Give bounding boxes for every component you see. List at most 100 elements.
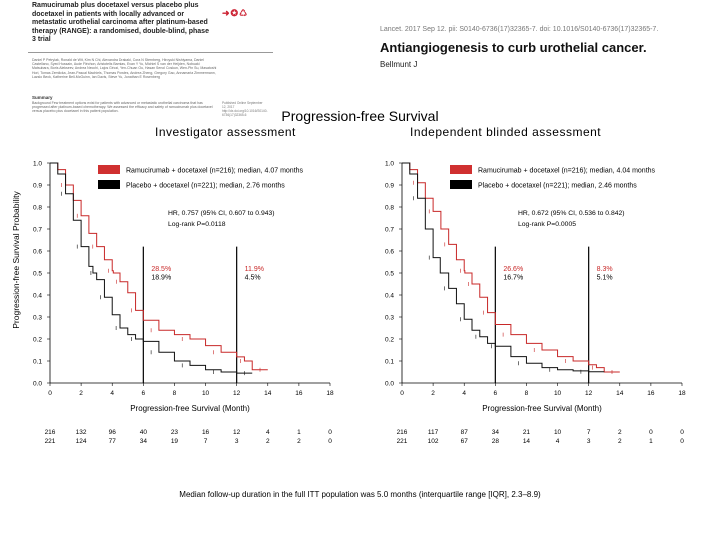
x-tick-label: 4 — [462, 390, 466, 397]
landmark-ramucirumab-pct: 28.5% — [151, 266, 171, 273]
at-risk-placebo: 4 — [556, 438, 560, 445]
at-risk-placebo: 67 — [461, 438, 469, 445]
at-risk-placebo: 221 — [397, 438, 408, 445]
at-risk-placebo: 1 — [649, 438, 653, 445]
at-risk-ramucirumab: 7 — [587, 429, 591, 436]
landmark-ramucirumab-pct: 26.6% — [503, 266, 523, 273]
x-tick-label: 18 — [678, 390, 686, 397]
log-rank-p: Log-rank P=0.0005 — [518, 221, 576, 228]
at-risk-ramucirumab: 132 — [76, 429, 87, 436]
x-tick-label: 2 — [79, 390, 83, 397]
at-risk-ramucirumab: 0 — [649, 429, 653, 436]
y-tick-label: 0.0 — [33, 381, 42, 388]
km-curve-ramucirumab — [50, 162, 268, 371]
x-tick-label: 18 — [326, 390, 334, 397]
x-tick-label: 14 — [264, 390, 272, 397]
at-risk-ramucirumab: 10 — [554, 429, 562, 436]
x-axis-label: Progression-free Survival (Month) — [482, 404, 602, 413]
article-divider — [28, 52, 273, 53]
x-tick-label: 12 — [585, 390, 593, 397]
legend-label-placebo: Placebo + docetaxel (n=221); median, 2.4… — [478, 183, 637, 190]
at-risk-placebo: 77 — [109, 438, 117, 445]
log-rank-p: Log-rank P=0.0118 — [168, 221, 226, 228]
landmark-ramucirumab-pct: 11.9% — [245, 266, 264, 273]
x-tick-label: 8 — [525, 390, 529, 397]
article-title: Ramucirumab plus docetaxel versus placeb… — [32, 2, 209, 43]
km-chart-independent: 0.00.10.20.30.40.50.60.70.80.91.00 2 4 6 8 10… — [385, 161, 686, 446]
y-tick-label: 0.6 — [385, 249, 394, 256]
x-tick-label: 8 — [173, 390, 177, 397]
y-tick-label: 0.0 — [385, 381, 394, 388]
at-risk-placebo: 2 — [266, 438, 270, 445]
at-risk-ramucirumab: 1 — [297, 429, 301, 436]
at-risk-placebo: 28 — [492, 438, 500, 445]
article-authors: Daniel P Petrylak, Ronald de Wit, Kim N … — [32, 58, 217, 79]
journal-logo: ➜✪♺ — [222, 8, 249, 18]
y-tick-label: 0.5 — [385, 271, 394, 278]
at-risk-placebo: 221 — [45, 438, 56, 445]
x-tick-label: 14 — [616, 390, 624, 397]
x-tick-label: 12 — [233, 390, 241, 397]
x-tick-label: 0 — [48, 390, 52, 397]
legend-swatch-placebo — [98, 180, 120, 189]
at-risk-placebo: 102 — [428, 438, 439, 445]
at-risk-ramucirumab: 216 — [397, 429, 408, 436]
at-risk-placebo: 3 — [235, 438, 239, 445]
legend-label-ramucirumab: Ramucirumab + docetaxel (n=216); median,… — [126, 168, 304, 175]
legend-label-placebo: Placebo + docetaxel (n=221); median, 2.7… — [126, 183, 285, 190]
at-risk-ramucirumab: 117 — [428, 429, 439, 436]
panel-title-independent: Independent blinded assessment — [410, 125, 602, 139]
x-tick-label: 16 — [647, 390, 655, 397]
editorial-author: Bellmunt J — [380, 60, 418, 69]
legend-label-ramucirumab: Ramucirumab + docetaxel (n=216); median,… — [478, 168, 656, 175]
at-risk-placebo: 7 — [204, 438, 208, 445]
y-tick-label: 0.4 — [385, 293, 394, 300]
at-risk-ramucirumab: 34 — [492, 429, 500, 436]
x-tick-label: 4 — [110, 390, 114, 397]
at-risk-placebo: 14 — [523, 438, 531, 445]
y-tick-label: 1.0 — [33, 161, 42, 168]
x-tick-label: 10 — [202, 390, 210, 397]
x-tick-label: 10 — [554, 390, 562, 397]
hazard-ratio: HR, 0.757 (95% CI, 0.607 to 0.943) — [168, 210, 275, 217]
y-tick-label: 0.5 — [33, 271, 42, 278]
y-tick-label: 0.7 — [385, 227, 394, 234]
at-risk-ramucirumab: 96 — [109, 429, 117, 436]
editorial-title: Antiangiogenesis to curb urothelial canc… — [380, 40, 647, 55]
y-tick-label: 0.8 — [33, 205, 42, 212]
article-summary-heading: Summary — [32, 95, 53, 100]
at-risk-ramucirumab: 0 — [680, 429, 684, 436]
at-risk-placebo: 124 — [76, 438, 87, 445]
landmark-placebo-pct: 18.9% — [151, 275, 171, 282]
editorial-citation: Lancet. 2017 Sep 12. pii: S0140-6736(17)… — [380, 26, 659, 33]
article-side-note: Published Online September 12, 2017 http… — [222, 101, 268, 117]
at-risk-ramucirumab: 0 — [328, 429, 332, 436]
x-axis-label: Progression-free Survival (Month) — [130, 404, 250, 413]
y-tick-label: 0.9 — [33, 183, 42, 190]
y-tick-label: 0.2 — [385, 337, 394, 344]
at-risk-placebo: 3 — [587, 438, 591, 445]
at-risk-ramucirumab: 2 — [618, 429, 622, 436]
x-tick-label: 16 — [295, 390, 303, 397]
figure-footnote: Median follow-up duration in the full IT… — [179, 490, 541, 499]
y-tick-label: 0.1 — [385, 359, 394, 366]
at-risk-placebo: 34 — [140, 438, 148, 445]
article-summary: Background Few treatment options exist f… — [32, 101, 213, 114]
y-tick-label: 0.7 — [33, 227, 42, 234]
km-curve-placebo — [50, 162, 253, 374]
at-risk-ramucirumab: 4 — [266, 429, 270, 436]
legend-swatch-placebo — [450, 180, 472, 189]
at-risk-placebo: 0 — [680, 438, 684, 445]
landmark-placebo-pct: 4.5% — [245, 275, 261, 282]
y-tick-label: 0.6 — [33, 249, 42, 256]
at-risk-ramucirumab: 87 — [461, 429, 469, 436]
km-curve-ramucirumab — [402, 162, 620, 373]
y-tick-label: 1.0 — [385, 161, 394, 168]
at-risk-ramucirumab: 12 — [233, 429, 241, 436]
y-tick-label: 0.4 — [33, 293, 42, 300]
y-tick-label: 0.2 — [33, 337, 42, 344]
at-risk-ramucirumab: 16 — [202, 429, 210, 436]
legend-swatch-ramucirumab — [98, 165, 120, 174]
y-tick-label: 0.8 — [385, 205, 394, 212]
